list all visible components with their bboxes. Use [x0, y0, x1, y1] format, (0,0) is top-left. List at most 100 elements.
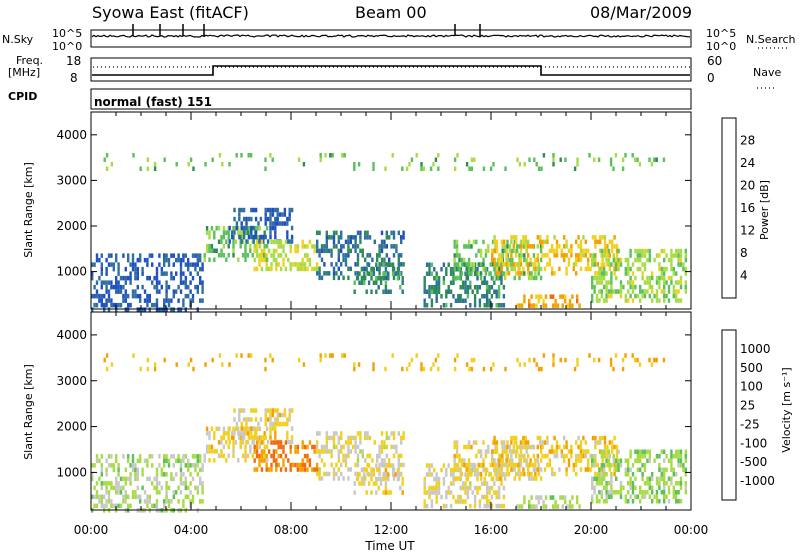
echo-cell [240, 153, 243, 158]
echo-cell [667, 275, 671, 281]
echo-cell [428, 262, 431, 267]
echo-cell [603, 449, 606, 454]
echo-cell [318, 449, 321, 454]
echo-cell [596, 462, 599, 468]
echo-cell [122, 454, 125, 459]
echo-cell [449, 280, 453, 285]
echo-cell [582, 248, 585, 254]
echo-cell [610, 289, 613, 294]
echo-cell [330, 262, 333, 267]
echo-cell [249, 353, 253, 358]
echo-cell [143, 490, 147, 495]
echo-cell [325, 471, 328, 477]
echo-cell [536, 467, 539, 472]
echo-cell [167, 485, 171, 491]
echo-cell [499, 476, 502, 481]
echo-cell [349, 440, 352, 445]
echo-cell [255, 248, 259, 254]
echo-cell [648, 253, 651, 258]
echo-cell [534, 262, 537, 267]
echo-cell [199, 467, 202, 473]
echo-cell [591, 253, 594, 258]
echo-cell [320, 248, 324, 254]
echo-cell [677, 490, 680, 495]
echo-cell [437, 476, 441, 482]
echo-cell [651, 485, 654, 490]
echo-cell [447, 463, 450, 468]
echo-cell [447, 285, 450, 290]
echo-cell [503, 476, 507, 481]
echo-cell [665, 454, 668, 459]
echo-cell [238, 212, 241, 217]
echo-cell [266, 216, 270, 222]
echo-cell [540, 294, 543, 299]
echo-cell [267, 467, 271, 472]
echo-cell [337, 467, 340, 472]
echo-cell [397, 253, 400, 258]
echo-cell [467, 462, 471, 468]
echo-cell [129, 302, 132, 308]
echo-cell [257, 439, 260, 445]
echo-cell [220, 440, 223, 445]
echo-cell [182, 499, 185, 504]
echo-cell [249, 153, 253, 158]
echo-cell [100, 284, 103, 290]
echo-cell [328, 248, 331, 254]
echo-cell [525, 257, 528, 263]
echo-cell [565, 471, 568, 477]
echo-cell [127, 293, 130, 299]
echo-cell [155, 271, 159, 276]
echo-cell [460, 271, 464, 276]
echo-cell [103, 293, 106, 299]
echo-cell [532, 453, 536, 459]
echo-cell [570, 444, 573, 450]
echo-cell [675, 449, 678, 454]
echo-cell [344, 453, 348, 459]
echo-cell [127, 494, 130, 500]
echo-cell [423, 289, 426, 294]
echo-cell [607, 293, 611, 299]
echo-cell [117, 463, 120, 468]
echo-cell [639, 449, 642, 454]
echo-cell [288, 439, 291, 445]
echo-cell [179, 280, 183, 285]
echo-cell [222, 444, 226, 450]
echo-cell [519, 440, 523, 445]
echo-cell [233, 430, 236, 436]
echo-cell [160, 284, 163, 290]
echo-cell [274, 421, 277, 427]
echo-cell [667, 289, 671, 294]
echo-cell [577, 235, 580, 240]
echo-cell [117, 467, 120, 473]
echo-cell [532, 467, 536, 472]
echo-cell [184, 476, 187, 482]
echo-cell [600, 275, 603, 281]
echo-cell [222, 453, 226, 459]
echo-cell [605, 293, 608, 299]
echo-cell [546, 462, 549, 468]
echo-cell [553, 435, 556, 441]
echo-cell [342, 453, 345, 459]
echo-cell [380, 444, 384, 450]
echo-cell [543, 467, 547, 472]
echo-cell [607, 262, 611, 267]
echo-cell [491, 248, 494, 254]
echo-cell [425, 303, 429, 308]
echo-cell [603, 298, 606, 303]
echo-cell [182, 458, 185, 464]
echo-cell [384, 267, 388, 272]
echo-cell [383, 444, 386, 450]
echo-cell [370, 476, 373, 482]
echo-cell [677, 454, 680, 459]
echo-cell [612, 454, 615, 459]
echo-cell [535, 303, 538, 308]
echo-cell [134, 262, 137, 267]
echo-cell [184, 307, 187, 312]
echo-cell [366, 253, 369, 258]
echo-cell [428, 285, 431, 290]
echo-cell [608, 253, 611, 258]
echo-cell [493, 458, 496, 463]
echo-cell [536, 458, 539, 463]
echo-cell [584, 253, 587, 258]
echo-cell [316, 244, 319, 249]
